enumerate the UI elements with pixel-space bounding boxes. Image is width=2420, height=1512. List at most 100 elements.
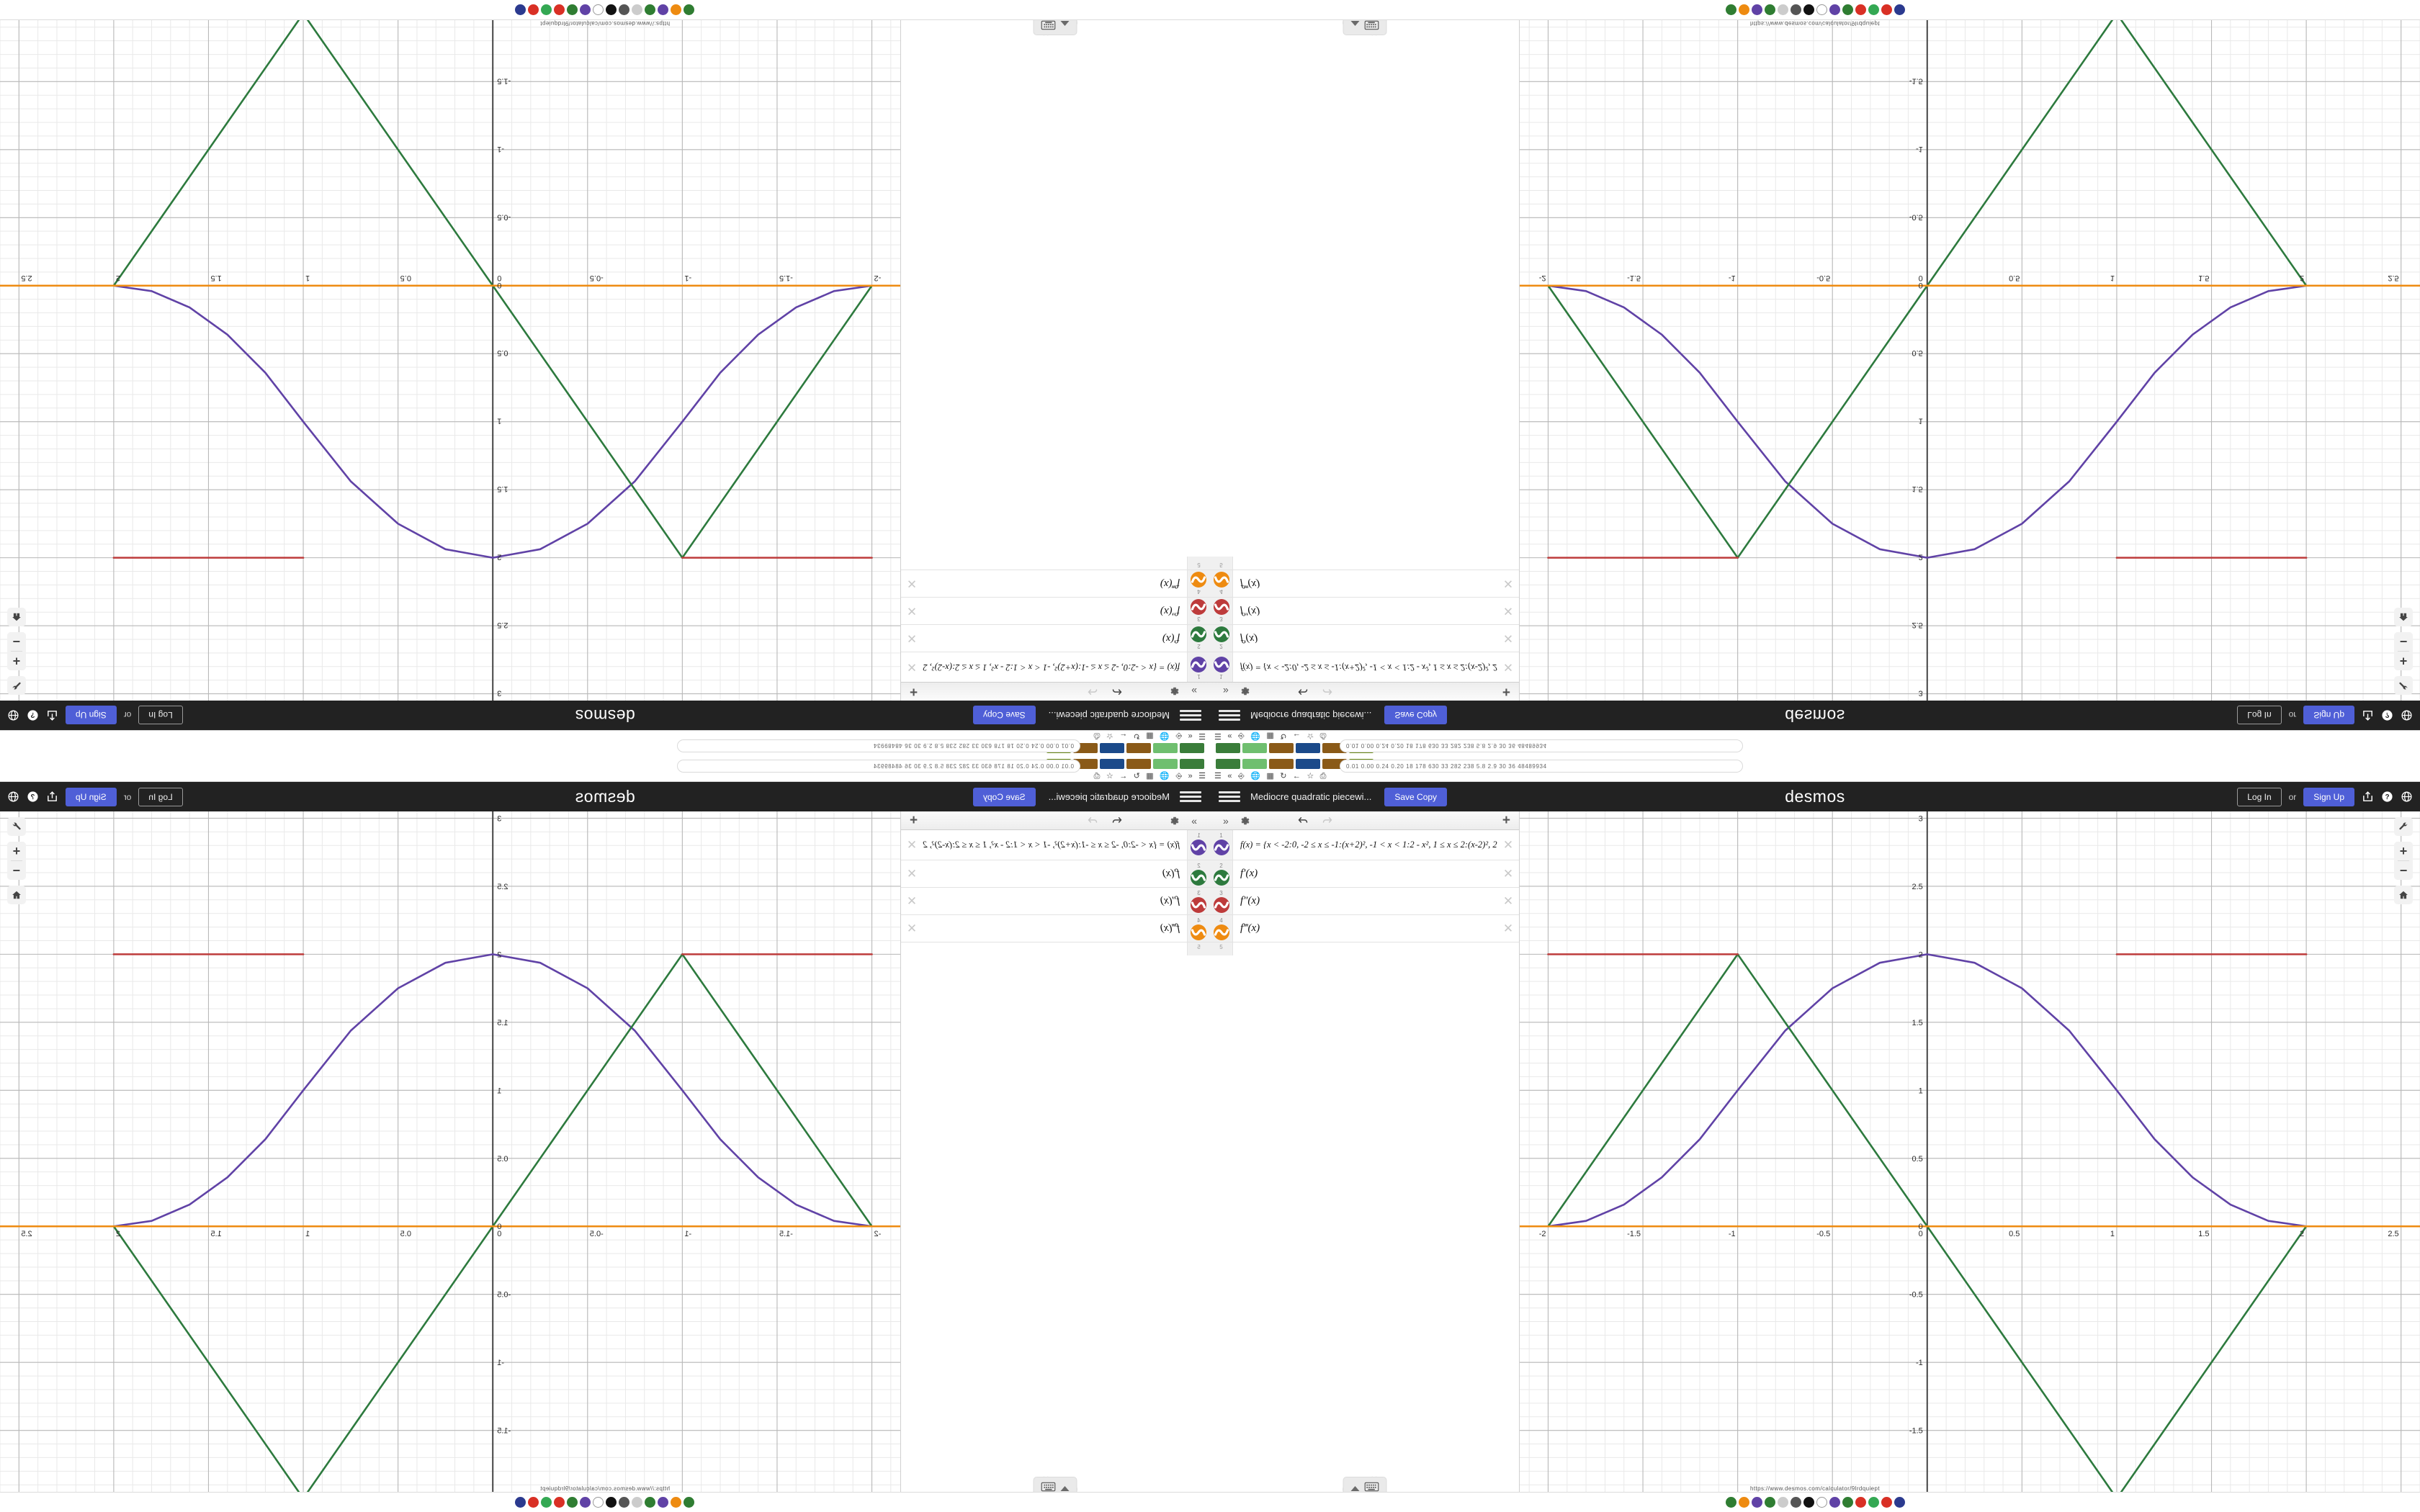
redo-icon[interactable] — [1088, 687, 1098, 696]
gear-icon[interactable] — [1170, 816, 1180, 826]
add-expression-button[interactable]: + — [1502, 813, 1510, 828]
taskbar-icon[interactable] — [1764, 1497, 1775, 1508]
taskbar-icon[interactable] — [1725, 1497, 1736, 1508]
menu-icon[interactable]: ☰ — [1198, 772, 1206, 780]
gear-icon[interactable] — [1240, 687, 1250, 697]
expression-content[interactable]: f‴(x) — [1160, 922, 1180, 934]
taskbar-icon[interactable] — [1881, 4, 1892, 15]
taskbar-icon[interactable] — [671, 4, 682, 15]
expression-content[interactable]: f′(x) — [1240, 868, 1258, 879]
taskbar-icon[interactable] — [567, 4, 578, 15]
help-icon[interactable]: ? — [27, 791, 39, 803]
add-expression-button[interactable]: + — [910, 813, 918, 828]
browser-tab[interactable] — [1242, 759, 1267, 769]
close-icon[interactable]: ✕ — [1502, 866, 1514, 881]
keyboard-toggle[interactable] — [1034, 1477, 1077, 1500]
home-icon[interactable] — [7, 608, 26, 626]
taskbar-icon[interactable] — [1868, 4, 1879, 15]
reader-icon[interactable]: ▦ — [1266, 732, 1274, 740]
close-icon[interactable]: ✕ — [906, 837, 918, 852]
expression-content[interactable]: f″(x) — [1160, 606, 1180, 617]
expression-row[interactable]: 2 f′(x) ✕ — [901, 860, 1210, 888]
bookmark-icon[interactable]: ⎆ — [1237, 732, 1245, 740]
hamburger-icon[interactable] — [1180, 791, 1201, 802]
translate-icon[interactable]: ⎙ — [1093, 732, 1101, 740]
browser-tab[interactable] — [1126, 759, 1151, 769]
taskbar-icon[interactable] — [528, 1497, 539, 1508]
taskbar-icon[interactable] — [1842, 1497, 1853, 1508]
browser-tab[interactable] — [1126, 743, 1151, 753]
translate-icon[interactable]: ⎙ — [1319, 772, 1327, 780]
back-icon[interactable]: « — [1227, 772, 1232, 780]
taskbar-icon[interactable] — [1738, 1497, 1749, 1508]
sign-up-button[interactable]: Sign Up — [2303, 706, 2354, 725]
expression-color-swatch[interactable] — [1213, 626, 1229, 642]
reader-icon[interactable]: ▦ — [1146, 732, 1154, 740]
next-expression-slot[interactable]: 5 — [1210, 942, 1519, 955]
expression-row[interactable]: 4 f‴(x) ✕ — [901, 915, 1210, 942]
taskbar-icon[interactable] — [515, 4, 526, 15]
keyboard-toggle[interactable] — [1034, 12, 1077, 35]
taskbar-icon[interactable] — [1894, 1497, 1905, 1508]
translate-icon[interactable]: ⎙ — [1093, 772, 1101, 780]
taskbar-icon[interactable] — [1829, 1497, 1840, 1508]
close-icon[interactable]: ✕ — [906, 894, 918, 908]
menu-icon[interactable]: ☰ — [1214, 732, 1222, 740]
expression-row[interactable]: 1 f(x) = {x < -2:0, -2 ≤ x ≤ -1:(x+2)², -… — [901, 830, 1210, 860]
chevrons-right-icon[interactable]: » — [1191, 685, 1197, 698]
zoom-out-icon[interactable]: − — [7, 632, 26, 651]
taskbar-icon[interactable] — [1751, 4, 1762, 15]
close-icon[interactable]: ✕ — [1502, 660, 1514, 675]
zoom-in-icon[interactable]: + — [7, 652, 26, 670]
close-icon[interactable]: ✕ — [1502, 577, 1514, 591]
share-icon[interactable] — [2362, 791, 2374, 803]
taskbar-icon[interactable] — [567, 1497, 578, 1508]
next-expression-slot[interactable]: 5 — [1210, 557, 1519, 570]
taskbar-icon[interactable] — [632, 1497, 643, 1508]
home-icon[interactable] — [7, 886, 26, 904]
taskbar[interactable] — [1210, 0, 2420, 20]
browser-tab[interactable] — [1216, 759, 1240, 769]
graph-title[interactable]: Mediocre quadratic piecewi... — [1250, 791, 1372, 802]
graph-title[interactable]: Mediocre quadratic piecewi... — [1250, 710, 1372, 721]
taskbar-icon[interactable] — [528, 4, 539, 15]
expression-row[interactable]: 3 f″(x) ✕ — [901, 597, 1210, 624]
taskbar-icon[interactable] — [1764, 4, 1775, 15]
globe-icon[interactable]: 🌐 — [1160, 772, 1170, 780]
taskbar-icon[interactable] — [554, 1497, 565, 1508]
taskbar-icon[interactable] — [593, 4, 604, 15]
redo-icon[interactable] — [1088, 816, 1098, 825]
share-icon[interactable] — [46, 791, 58, 803]
wrench-icon[interactable] — [7, 817, 26, 836]
arrow-left-icon[interactable]: ← — [1119, 732, 1128, 740]
close-icon[interactable]: ✕ — [1502, 837, 1514, 852]
browser-tab[interactable] — [1269, 759, 1294, 769]
globe-icon[interactable] — [2401, 709, 2413, 721]
reload-icon[interactable]: ↻ — [1280, 772, 1287, 780]
zoom-in-icon[interactable]: + — [2394, 652, 2413, 670]
taskbar[interactable] — [0, 0, 1210, 20]
globe-icon[interactable]: 🌐 — [1160, 732, 1170, 740]
expression-color-swatch[interactable] — [1191, 599, 1207, 615]
bookmark-icon[interactable]: ⎆ — [1175, 732, 1183, 740]
close-icon[interactable]: ✕ — [1502, 894, 1514, 908]
taskbar-icon[interactable] — [1803, 4, 1814, 15]
close-icon[interactable]: ✕ — [906, 604, 918, 618]
taskbar-icon[interactable] — [1855, 4, 1866, 15]
browser-tab[interactable] — [1153, 759, 1178, 769]
menu-icon[interactable]: ☰ — [1214, 772, 1222, 780]
taskbar-icon[interactable] — [593, 1497, 604, 1508]
browser-tab[interactable] — [1269, 743, 1294, 753]
globe-icon[interactable] — [7, 791, 19, 803]
close-icon[interactable]: ✕ — [906, 577, 918, 591]
globe-icon[interactable]: 🌐 — [1250, 772, 1260, 780]
expression-content[interactable]: f‴(x) — [1160, 578, 1180, 590]
sign-up-button[interactable]: Sign Up — [2303, 787, 2354, 806]
graph-canvas[interactable]: -2 -1.5 -1 -0.5 0.5 1 1.5 2 2.5 3 2.5 2 1.5 1 0.5 0 -0.5… — [1520, 0, 2420, 701]
taskbar-icon[interactable] — [606, 1497, 617, 1508]
expression-row[interactable]: 4 f‴(x) ✕ — [1210, 570, 1519, 597]
log-in-button[interactable]: Log In — [138, 787, 183, 806]
help-icon[interactable]: ? — [27, 709, 39, 721]
home-icon[interactable] — [2394, 886, 2413, 904]
taskbar-icon[interactable] — [1868, 1497, 1879, 1508]
